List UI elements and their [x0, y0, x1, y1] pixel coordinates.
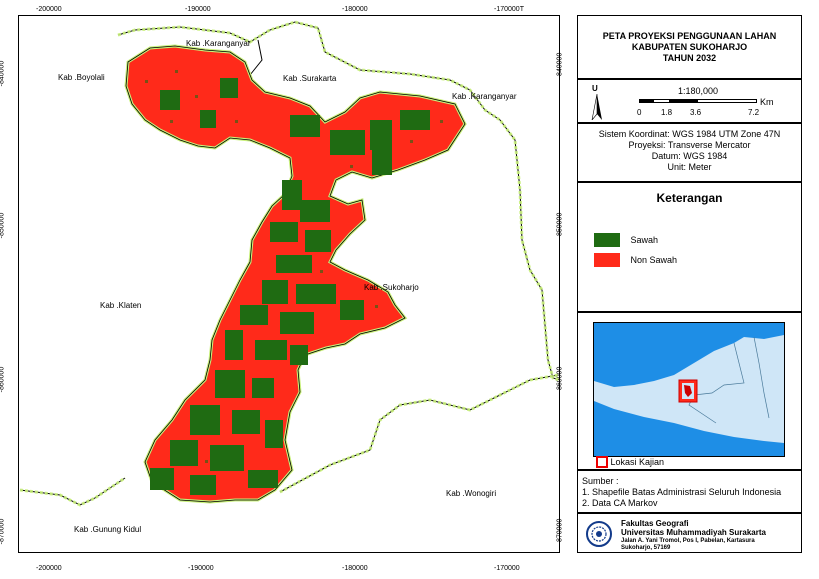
sawah-patches: [150, 78, 430, 495]
texture-dots: [145, 70, 443, 463]
legend-swatch-sawah: [594, 232, 620, 247]
map-frame: [18, 15, 560, 553]
x-tick-bottom: -170000: [494, 565, 520, 572]
regency-boundaries-glow: [19, 20, 559, 507]
coord-datum: Datum: WGS 1984: [651, 151, 728, 161]
university-logo-icon: [586, 521, 612, 547]
label-karanganyar-right: Kab .Karanganyar: [452, 92, 517, 101]
x-tick-top: -190000: [185, 6, 211, 13]
north-arrow-icon: [591, 94, 602, 120]
label-boyolali: Kab .Boyolali: [58, 73, 105, 82]
label-klaten: Kab .Klaten: [100, 301, 142, 310]
source-item-2: 2. Data CA Markov: [582, 498, 658, 508]
scale-tick-0: 0: [637, 108, 642, 117]
coord-projection: Proyeksi: Transverse Mercator: [628, 140, 751, 150]
scale-unit: Km: [760, 97, 774, 107]
scale-panel: U 1:180,000 Km 0 1.8 3.6 7.2: [577, 79, 802, 123]
scale-bar: [639, 99, 757, 103]
map-title-line2: KABUPATEN SUKOHARJO: [631, 42, 748, 52]
lokasi-swatch: [596, 456, 608, 468]
x-tick-top: -170000T: [494, 6, 524, 13]
legend-panel: Keterangan Sawah Non Sawah: [577, 182, 802, 312]
legend-item-sawah: Sawah: [594, 231, 658, 249]
footer-university: Universitas Muhammadiyah Surakarta: [621, 528, 766, 537]
y-tick-left: -860000: [0, 366, 6, 393]
scale-tick-3: 7.2: [748, 108, 760, 117]
label-gunung-kidul: Kab .Gunung Kidul: [74, 525, 142, 534]
source-panel: Sumber : 1. Shapefile Batas Administrasi…: [577, 470, 802, 513]
lokasi-label: Lokasi Kajian: [610, 457, 665, 467]
x-tick-bottom: -180000: [342, 565, 368, 572]
scale-tick-2: 3.6: [690, 108, 702, 117]
legend-label-non-sawah: Non Sawah: [630, 254, 677, 265]
scale-ratio: 1:180,000: [678, 86, 719, 96]
legend-swatch-non-sawah: [594, 252, 620, 267]
inset-map: [593, 322, 785, 457]
map-title-line3: TAHUN 2032: [662, 53, 717, 63]
coord-system: Sistem Koordinat: WGS 1984 UTM Zone 47N: [598, 129, 781, 139]
label-karanganyar-top: Kab .Karanganyar: [186, 39, 251, 48]
footer-address-2: Sukoharjo, 57169: [621, 545, 671, 551]
inset-legend: Lokasi Kajian: [596, 456, 664, 468]
x-tick-bottom: -200000: [36, 565, 62, 572]
source-title: Sumber :: [582, 476, 619, 486]
map-title-line1: PETA PROYEKSI PENGGUNAAN LAHAN: [602, 31, 777, 41]
north-arrow: U: [590, 84, 604, 120]
y-tick-left: -850000: [0, 212, 6, 239]
legend-title: Keterangan: [656, 191, 723, 205]
footer-panel: Fakultas Geografi Universitas Muhammadiy…: [577, 513, 802, 553]
label-surakarta: Kab .Surakarta: [283, 74, 337, 83]
map-canvas: [19, 20, 559, 507]
y-tick-left: -870000: [0, 518, 6, 545]
north-letter: U: [592, 84, 598, 93]
x-tick-bottom: -190000: [188, 565, 214, 572]
coordinate-panel: Sistem Koordinat: WGS 1984 UTM Zone 47N …: [577, 123, 802, 182]
x-tick-top: -200000: [36, 6, 62, 13]
source-item-1: 1. Shapefile Batas Administrasi Seluruh …: [582, 487, 782, 497]
scale-tick-1: 1.8: [661, 108, 673, 117]
legend-label-sawah: Sawah: [630, 234, 658, 245]
title-panel: PETA PROYEKSI PENGGUNAAN LAHAN KABUPATEN…: [577, 15, 802, 79]
y-tick-left: -840000: [0, 60, 6, 87]
x-tick-top: -180000: [342, 6, 368, 13]
inset-panel: Lokasi Kajian: [577, 312, 802, 470]
label-sukoharjo: Kab .Sukoharjo: [364, 283, 419, 292]
footer-faculty: Fakultas Geografi: [621, 519, 689, 528]
legend-item-non-sawah: Non Sawah: [594, 251, 677, 269]
footer-address-1: Jalan A. Yani Tromol, Pos I, Pabelan, Ka…: [621, 538, 755, 544]
label-wonogiri: Kab .Wonogiri: [446, 489, 497, 498]
coord-unit: Unit: Meter: [667, 162, 712, 172]
